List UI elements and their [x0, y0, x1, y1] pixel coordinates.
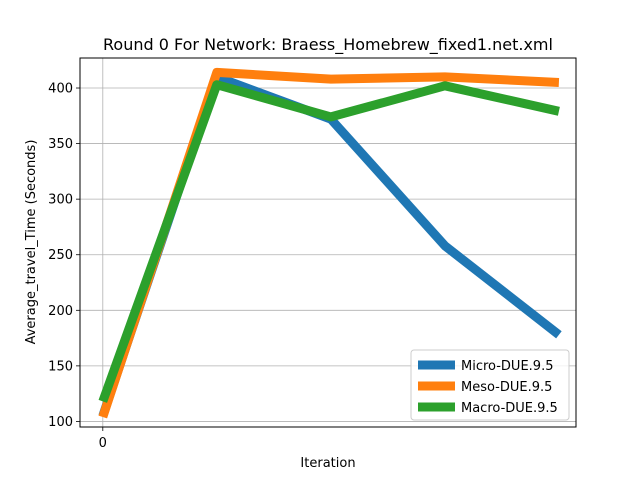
legend-label-meso: Meso-DUE.9.5 [461, 380, 552, 395]
y-tick-label: 100 [48, 415, 73, 430]
y-axis-label: Average_travel_Time (Seconds) [24, 140, 39, 345]
y-tick-label: 150 [48, 359, 73, 374]
y-tick-label: 200 [48, 304, 73, 319]
x-axis-ticks: 0 [99, 427, 107, 451]
y-tick-label: 400 [48, 82, 73, 97]
x-axis-label: Iteration [300, 456, 355, 471]
y-tick-label: 250 [48, 248, 73, 263]
grid [80, 58, 576, 427]
x-tick-label: 0 [99, 436, 107, 451]
legend-label-macro: Macro-DUE.9.5 [461, 401, 558, 416]
y-tick-label: 300 [48, 193, 73, 208]
y-axis-ticks: 100 150 200 250 300 350 400 [48, 82, 80, 430]
chart-title: Round 0 For Network: Braess_Homebrew_fix… [103, 35, 553, 55]
legend-label-micro: Micro-DUE.9.5 [461, 359, 553, 374]
plot-frame [79, 57, 577, 428]
y-tick-label: 350 [48, 137, 73, 152]
series-line-2 [98, 80, 560, 403]
series-lines [98, 67, 562, 419]
legend: Micro-DUE.9.5 Meso-DUE.9.5 Macro-DUE.9.5 [410, 349, 570, 421]
